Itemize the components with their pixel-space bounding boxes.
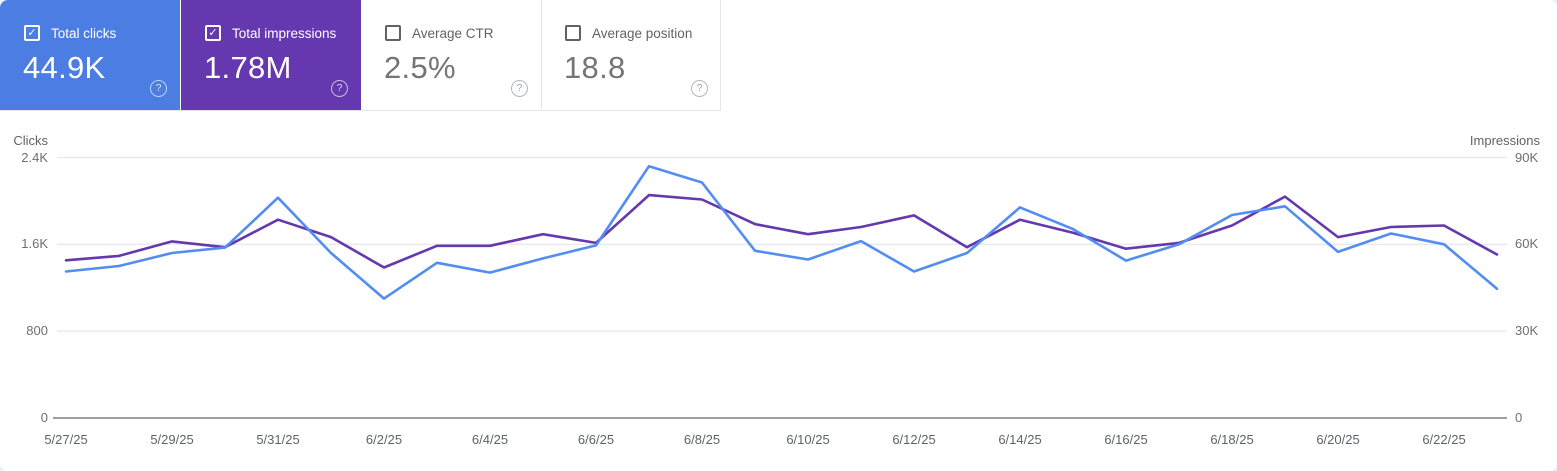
help-icon[interactable]: ? [511, 80, 528, 97]
metric-card-label: Average position [592, 25, 693, 41]
metric-card-value: 2.5% [384, 50, 456, 85]
average-ctr-checkbox[interactable]: ✓ [385, 25, 401, 41]
metric-card-label: Total impressions [232, 25, 337, 41]
clicks-line-series[interactable] [64, 164, 1499, 300]
metric-card-label: Total clicks [51, 25, 117, 41]
metric-card-total-clicks[interactable]: ✓ Total clicks 44.9K ? [0, 0, 180, 110]
help-icon[interactable]: ? [331, 80, 348, 97]
metric-card-value: 1.78M [204, 50, 292, 85]
metric-card-total-impressions[interactable]: ✓ Total impressions 1.78M ? [181, 0, 361, 110]
metric-card-value: 18.8 [564, 50, 626, 85]
metric-card-value: 44.9K [23, 50, 106, 85]
average-position-checkbox[interactable]: ✓ [565, 25, 581, 41]
card-divider [720, 0, 721, 110]
card-divider [541, 0, 542, 110]
total-impressions-checkbox[interactable]: ✓ [205, 25, 221, 41]
checkmark-icon: ✓ [208, 26, 218, 39]
cards-bottom-border [0, 110, 721, 111]
total-clicks-checkbox[interactable]: ✓ [24, 25, 40, 41]
metric-card-label: Average CTR [412, 25, 494, 41]
metric-card-average-position[interactable]: ✓ Average position 18.8 ? [541, 0, 721, 110]
checkmark-icon: ✓ [27, 26, 37, 39]
help-icon[interactable]: ? [150, 80, 167, 97]
help-icon[interactable]: ? [691, 80, 708, 97]
metric-card-average-ctr[interactable]: ✓ Average CTR 2.5% ? [361, 0, 541, 110]
